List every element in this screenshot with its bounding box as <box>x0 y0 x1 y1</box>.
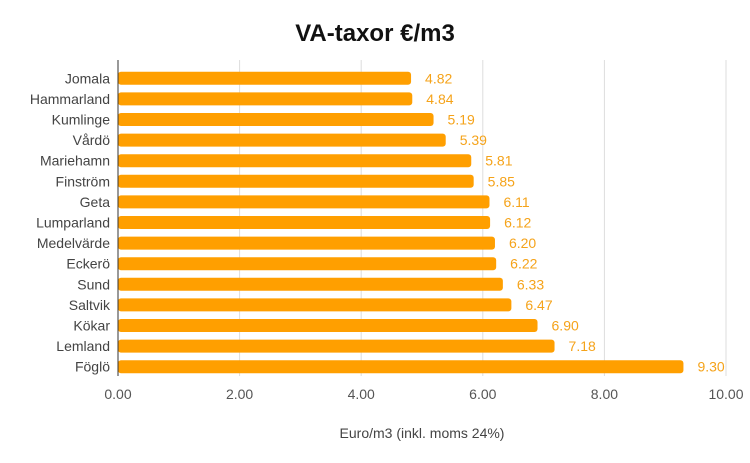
category-label: Lumparland <box>36 215 110 231</box>
category-label: Geta <box>80 194 111 210</box>
x-tick-label: 4.00 <box>348 386 375 402</box>
value-label: 6.11 <box>503 194 529 210</box>
bar <box>118 195 490 209</box>
x-axis-title: Euro/m3 (inkl. moms 24%) <box>340 425 505 441</box>
bar <box>118 339 555 353</box>
value-label: 6.47 <box>525 297 552 313</box>
bar <box>118 174 474 188</box>
value-label: 5.39 <box>460 132 487 148</box>
bar <box>118 113 434 126</box>
bar <box>118 216 491 229</box>
value-label: 4.82 <box>425 70 452 86</box>
category-label: Vårdö <box>73 132 111 148</box>
value-label: 9.30 <box>697 359 724 375</box>
x-tick-label: 8.00 <box>591 386 618 402</box>
bar <box>118 133 446 147</box>
category-label: Hammarland <box>30 91 110 107</box>
category-label: Kumlinge <box>52 112 111 128</box>
value-label: 4.84 <box>426 91 453 107</box>
value-label: 6.20 <box>509 235 536 251</box>
bar <box>118 236 495 250</box>
value-label: 5.81 <box>485 153 512 169</box>
value-label: 7.18 <box>569 338 596 354</box>
value-label: 5.85 <box>488 173 515 189</box>
x-tick-label: 6.00 <box>469 386 496 402</box>
bar <box>118 298 512 312</box>
value-label: 6.90 <box>552 318 579 334</box>
category-label: Föglö <box>75 359 110 375</box>
bar <box>118 257 497 271</box>
category-label: Medelvärde <box>37 235 110 251</box>
x-tick-label: 2.00 <box>226 386 253 402</box>
bar <box>118 360 684 374</box>
category-label: Mariehamn <box>40 153 110 169</box>
value-label: 5.19 <box>448 112 475 128</box>
bars <box>118 71 684 374</box>
chart-title: VA-taxor €/m3 <box>295 20 455 47</box>
category-labels: Jomala Hammarland Kumlinge Vårdö Mariehamn Fi… <box>30 70 111 374</box>
x-tick-label: 0.00 <box>104 386 131 402</box>
bar <box>118 154 472 168</box>
category-label: Kökar <box>73 318 110 334</box>
category-label: Lemland <box>56 338 110 354</box>
category-label: Finström <box>56 173 110 189</box>
value-labels: 4.82 4.84 5.19 5.39 5.81 5.85 6.11 6.12 6.20 6.22… <box>425 70 725 374</box>
value-label: 6.22 <box>510 256 537 272</box>
x-tick-labels: 0.00 2.00 4.00 6.00 8.00 10.00 <box>104 386 743 402</box>
category-label: Sund <box>77 276 110 292</box>
x-tick-label: 10.00 <box>708 386 743 402</box>
bar <box>118 92 413 106</box>
bar <box>118 319 538 332</box>
value-label: 6.33 <box>517 276 544 292</box>
category-label: Saltvik <box>69 297 111 313</box>
category-label: Jomala <box>65 70 110 86</box>
bar <box>118 71 412 85</box>
bar <box>118 277 503 291</box>
category-label: Eckerö <box>66 256 110 272</box>
value-label: 6.12 <box>504 215 531 231</box>
